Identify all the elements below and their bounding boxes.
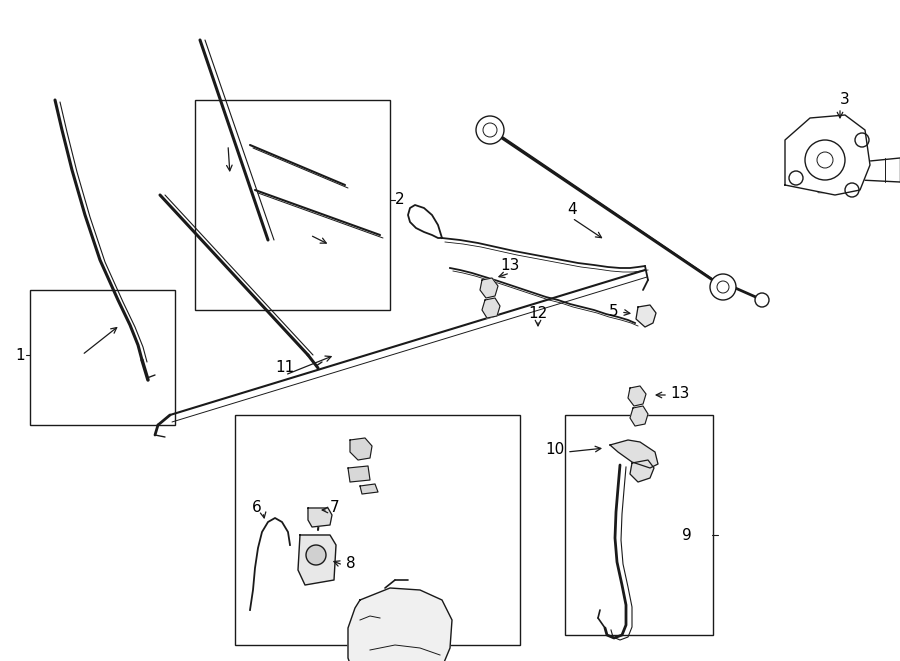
- Text: 13: 13: [500, 258, 519, 272]
- Bar: [235, 415, 520, 645]
- Bar: [565, 415, 713, 635]
- Polygon shape: [630, 406, 648, 426]
- Text: 7: 7: [330, 500, 339, 514]
- Polygon shape: [348, 588, 452, 661]
- Text: 11: 11: [275, 360, 294, 375]
- Bar: [195, 100, 390, 310]
- Circle shape: [710, 274, 736, 300]
- Polygon shape: [308, 508, 332, 527]
- Text: 12: 12: [528, 305, 547, 321]
- Text: 1: 1: [15, 348, 25, 362]
- Polygon shape: [298, 535, 336, 585]
- Polygon shape: [360, 484, 378, 494]
- Text: 2: 2: [395, 192, 405, 208]
- Polygon shape: [350, 438, 372, 460]
- Polygon shape: [785, 115, 870, 195]
- Polygon shape: [636, 305, 656, 327]
- Polygon shape: [610, 440, 658, 468]
- Circle shape: [476, 116, 504, 144]
- Polygon shape: [628, 386, 646, 406]
- Text: 3: 3: [840, 93, 850, 108]
- Text: 13: 13: [670, 385, 689, 401]
- Polygon shape: [348, 466, 370, 482]
- Text: 9: 9: [682, 527, 692, 543]
- Text: 8: 8: [346, 555, 356, 570]
- Text: 4: 4: [567, 202, 577, 217]
- Polygon shape: [480, 278, 498, 298]
- Polygon shape: [482, 298, 500, 318]
- Polygon shape: [630, 460, 654, 482]
- Text: 5: 5: [608, 305, 618, 319]
- Circle shape: [306, 545, 326, 565]
- Bar: [30, 290, 175, 425]
- Circle shape: [755, 293, 769, 307]
- Text: 6: 6: [252, 500, 262, 516]
- Text: 10: 10: [545, 442, 565, 457]
